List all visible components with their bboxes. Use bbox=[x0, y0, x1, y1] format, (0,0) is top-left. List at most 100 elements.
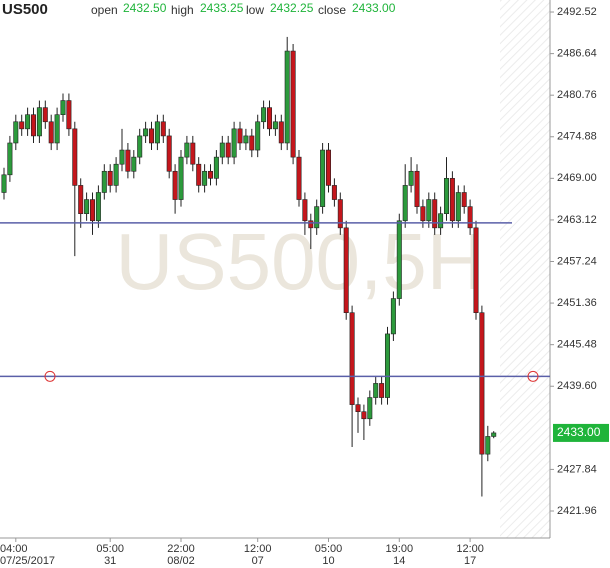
symbol: US500 bbox=[2, 1, 48, 18]
high-label: high bbox=[171, 3, 194, 17]
candle-body bbox=[343, 227, 349, 314]
candle-body bbox=[426, 199, 432, 222]
y-tick-label: 2463.12 bbox=[557, 214, 597, 226]
candle-body bbox=[491, 432, 497, 437]
high-value: 2433.25 bbox=[200, 1, 244, 15]
y-tick-label: 2451.36 bbox=[557, 297, 597, 309]
candle-body bbox=[84, 199, 90, 215]
candle-body bbox=[231, 128, 237, 158]
candle-body bbox=[455, 192, 461, 222]
candle-body bbox=[296, 156, 302, 200]
candle-body bbox=[432, 199, 438, 229]
candle-body bbox=[449, 178, 455, 222]
candle-body bbox=[30, 114, 36, 137]
x-date-label: 14 bbox=[393, 555, 405, 567]
candle-body bbox=[60, 100, 66, 115]
candle-body bbox=[361, 411, 367, 420]
candle-body bbox=[125, 149, 131, 172]
candle-body bbox=[396, 220, 402, 299]
candle-body bbox=[101, 170, 107, 193]
x-tick-label: 12:00 bbox=[456, 543, 484, 555]
candle-body bbox=[414, 170, 420, 207]
y-tick-label: 2486.64 bbox=[557, 48, 597, 60]
candle-body bbox=[337, 199, 343, 229]
candle-body bbox=[219, 142, 225, 158]
candle-body bbox=[314, 206, 320, 229]
y-tick-label: 2421.96 bbox=[557, 505, 597, 517]
y-tick-label: 2469.00 bbox=[557, 172, 597, 184]
candle-body bbox=[190, 142, 196, 165]
candle-body bbox=[237, 128, 243, 144]
candle-body bbox=[290, 50, 296, 158]
open-value: 2432.50 bbox=[123, 1, 167, 15]
y-tick-label: 2445.48 bbox=[557, 339, 597, 351]
candle-body bbox=[166, 135, 172, 172]
candle-body bbox=[90, 199, 96, 222]
candle-body bbox=[143, 128, 149, 137]
candle-body bbox=[255, 121, 261, 151]
candle-body bbox=[479, 312, 485, 455]
candle-body bbox=[172, 170, 178, 200]
low-label: low bbox=[246, 3, 264, 17]
candle-body bbox=[438, 213, 444, 229]
candle-body bbox=[208, 170, 214, 179]
candle-body bbox=[485, 436, 491, 455]
candle-body bbox=[308, 220, 314, 229]
last-price-box bbox=[553, 423, 609, 442]
line-handle bbox=[44, 370, 56, 382]
candle-body bbox=[473, 227, 479, 314]
candle-body bbox=[54, 114, 60, 144]
candle-body bbox=[384, 333, 390, 398]
candle-body bbox=[149, 128, 155, 144]
candle-body bbox=[160, 121, 166, 137]
candle-body bbox=[225, 142, 231, 158]
candle-body bbox=[272, 121, 278, 130]
candle-body bbox=[1, 174, 7, 193]
x-date-label: 10 bbox=[322, 555, 334, 567]
candle-body bbox=[420, 206, 426, 222]
candle-body bbox=[196, 163, 202, 186]
candle-body bbox=[48, 121, 54, 144]
watermark: US500,5H bbox=[115, 217, 484, 306]
open-label: open bbox=[91, 3, 118, 17]
candle-body bbox=[243, 135, 249, 144]
candle-body bbox=[213, 156, 219, 179]
candle-body bbox=[184, 142, 190, 158]
x-tick-label: 05:00 bbox=[315, 543, 343, 555]
candle-body bbox=[261, 107, 267, 123]
y-tick-label: 2492.52 bbox=[557, 6, 597, 18]
x-date-label: 08/02 bbox=[167, 555, 195, 567]
candle-body bbox=[367, 397, 373, 420]
candle-body bbox=[325, 149, 331, 186]
low-value: 2432.25 bbox=[270, 1, 314, 15]
candle-body bbox=[66, 100, 72, 130]
candle-body bbox=[19, 121, 25, 130]
y-tick-label: 2480.76 bbox=[557, 89, 597, 101]
candle-body bbox=[178, 156, 184, 200]
close-value: 2433.00 bbox=[352, 1, 396, 15]
x-tick-label: 22:00 bbox=[167, 543, 195, 555]
candle-body bbox=[379, 383, 385, 398]
future-zone bbox=[500, 0, 550, 538]
candle-body bbox=[42, 107, 48, 123]
x-date-label: 07 bbox=[252, 555, 264, 567]
candle-body bbox=[331, 185, 337, 200]
x-tick-label: 12:00 bbox=[244, 543, 272, 555]
x-tick-label: 04:00 bbox=[0, 543, 28, 555]
candle-body bbox=[95, 192, 101, 222]
y-tick-label: 2457.24 bbox=[557, 255, 597, 267]
candle-body bbox=[373, 383, 379, 398]
candle-body bbox=[72, 128, 78, 186]
x-tick-label: 19:00 bbox=[386, 543, 414, 555]
candle-body bbox=[13, 121, 19, 144]
candle-body bbox=[131, 156, 137, 172]
close-label: close bbox=[318, 3, 346, 17]
y-tick-label: 2439.60 bbox=[557, 380, 597, 392]
candle-body bbox=[408, 170, 414, 186]
candle-body bbox=[154, 121, 160, 144]
candle-body bbox=[278, 121, 284, 144]
candle-body bbox=[467, 206, 473, 229]
line-handle bbox=[527, 370, 539, 382]
last-price-label: 2433.00 bbox=[557, 425, 601, 439]
